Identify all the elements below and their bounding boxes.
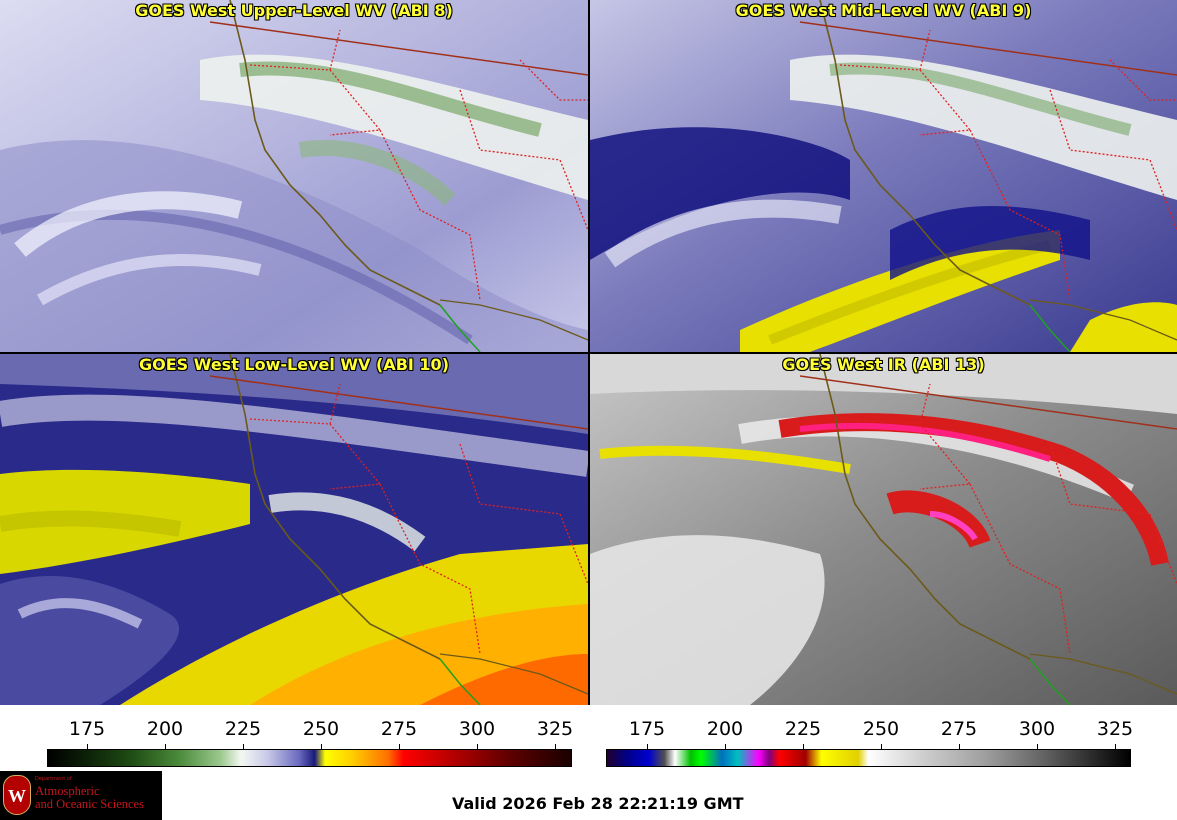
colorbar-tick: 200 [146, 718, 184, 740]
logo-line-1: Atmospheric [35, 784, 100, 798]
colorbar-tick: 225 [224, 718, 262, 740]
ir-color-ramp [606, 749, 1131, 767]
colorbar-tick: 250 [862, 718, 900, 740]
low-level-wv-image [0, 354, 588, 705]
mid-level-wv-panel: GOES West Mid-Level WV (ABI 9) [590, 0, 1177, 352]
colorbar-tick: 300 [458, 718, 496, 740]
panel-title: GOES West Upper-Level WV (ABI 8) [135, 1, 453, 20]
uw-seal-icon: W [3, 775, 31, 815]
colorbar-tick: 200 [706, 718, 744, 740]
logo-dept-text: Department of [35, 776, 72, 782]
colorbar-tick: 275 [940, 718, 978, 740]
colorbar-tick: 325 [536, 718, 574, 740]
wv-color-ramp [47, 749, 572, 767]
wv-colorbar: 175 200 225 250 275 300 325 [47, 715, 574, 770]
logo-line-2: and Oceanic Sciences [35, 797, 144, 811]
low-level-wv-panel: GOES West Low-Level WV (ABI 10) [0, 354, 588, 705]
upper-level-wv-panel: GOES West Upper-Level WV (ABI 8) [0, 0, 588, 352]
upper-level-wv-image [0, 0, 588, 352]
mid-level-wv-image [590, 0, 1177, 352]
ir-image [590, 354, 1177, 705]
colorbar-tick: 250 [302, 718, 340, 740]
colorbar-tick: 225 [784, 718, 822, 740]
colorbar-tick: 175 [628, 718, 666, 740]
ir-colorbar: 175 200 225 250 275 300 325 [606, 715, 1134, 770]
aos-logo: W Department of Atmospheric and Oceanic … [0, 771, 162, 820]
panel-title: GOES West Low-Level WV (ABI 10) [138, 355, 449, 374]
panel-divider-horizontal [0, 352, 1177, 354]
panel-title: GOES West IR (ABI 13) [782, 355, 985, 374]
ir-panel: GOES West IR (ABI 13) [590, 354, 1177, 705]
colorbar-tick: 175 [68, 718, 106, 740]
valid-time: Valid 2026 Feb 28 22:21:19 GMT [452, 794, 744, 813]
panel-title: GOES West Mid-Level WV (ABI 9) [735, 1, 1032, 20]
colorbar-tick: 275 [380, 718, 418, 740]
colorbar-tick: 325 [1096, 718, 1134, 740]
colorbar-tick: 300 [1018, 718, 1056, 740]
